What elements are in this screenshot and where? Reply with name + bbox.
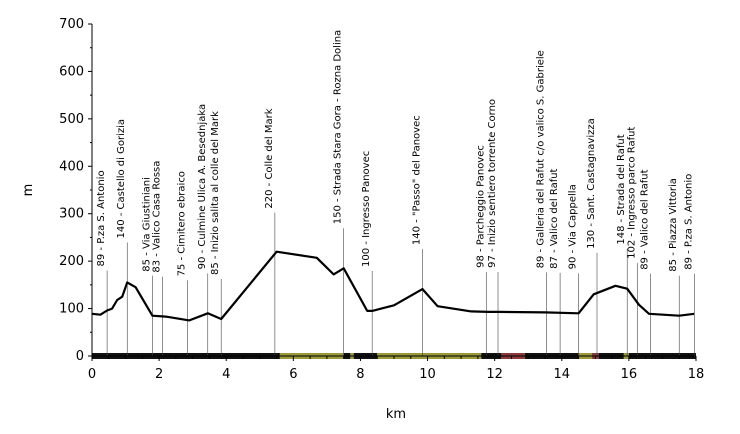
annotation-label-11: 98 - Parcheggio Panovec bbox=[475, 145, 486, 268]
x-tick-label-0: 0 bbox=[88, 367, 96, 382]
annotation-label-1: 140 - Castello di Gorizia bbox=[116, 119, 127, 239]
y-tick-label-4: 400 bbox=[59, 159, 84, 174]
y-tick-label-6: 600 bbox=[59, 64, 84, 79]
annotation-label-5: 90 - Culmine Ulica A. Besednjaka bbox=[197, 104, 208, 269]
y-tick-label-5: 500 bbox=[59, 112, 84, 127]
y-tick-label-2: 200 bbox=[59, 254, 84, 269]
x-tick-label-4: 8 bbox=[356, 367, 364, 382]
annotation-label-12: 97 - Inizio sentiero torrente Corno bbox=[487, 99, 498, 268]
x-tick-label-7: 14 bbox=[554, 367, 571, 382]
annotation-label-17: 148 - Strada del Rafut bbox=[616, 134, 627, 244]
x-tick-label-5: 10 bbox=[419, 367, 436, 382]
y-tick-label-3: 300 bbox=[59, 207, 84, 222]
annotation-label-8: 150 - Strada Stara Gora - Rozna Dolina bbox=[333, 30, 344, 224]
y-tick-label-1: 100 bbox=[59, 302, 84, 317]
annotation-label-18: 102 - Ingresso parco Rafut bbox=[626, 127, 637, 259]
annotation-label-3: 83 - Valico Casa Rossa bbox=[151, 161, 162, 273]
y-axis-title: m bbox=[21, 184, 36, 197]
elevation-line-0 bbox=[91, 250, 695, 322]
x-tick-label-2: 4 bbox=[222, 367, 230, 382]
x-tick-label-9: 18 bbox=[688, 367, 705, 382]
y-tick-label-0: 0 bbox=[76, 349, 84, 364]
annotation-label-10: 140 - "Passo" del Panovec bbox=[412, 115, 423, 245]
annotation-label-19: 89 - Valico del Rafut bbox=[640, 169, 651, 269]
x-axis-title: km bbox=[386, 407, 406, 422]
annotation-label-4: 75 - Cimitero ebraico bbox=[177, 171, 188, 276]
annotation-label-2: 85 - Via Giustiniani bbox=[141, 177, 152, 272]
annotation-label-14: 87 - Valico del Rafut bbox=[549, 168, 560, 268]
annotation-label-15: 90 - Via Cappella bbox=[568, 184, 579, 269]
annotation-label-20: 85 - Piazza Vittoria bbox=[668, 178, 679, 272]
annotation-label-13: 89 - Galleria del Rafut c/o valico S. Ga… bbox=[536, 50, 547, 268]
annotation-label-21: 89 - P.za S. Antonio bbox=[683, 174, 694, 270]
annotation-label-16: 130 - Sant. Castagnavizza bbox=[586, 118, 597, 249]
annotation-label-7: 220 - Colle del Mark bbox=[264, 108, 275, 208]
annotation-label-6: 85 - Inizio salita al colle del Mark bbox=[210, 111, 221, 275]
x-tick-label-1: 2 bbox=[155, 367, 163, 382]
y-tick-label-7: 700 bbox=[59, 17, 84, 32]
x-tick-label-8: 16 bbox=[621, 367, 638, 382]
x-tick-label-3: 6 bbox=[289, 367, 297, 382]
annotation-label-0: 89 - P.za S. Antonio bbox=[96, 170, 107, 266]
annotation-label-9: 100 - Ingresso Panovec bbox=[361, 151, 372, 267]
x-tick-label-6: 12 bbox=[486, 367, 503, 382]
